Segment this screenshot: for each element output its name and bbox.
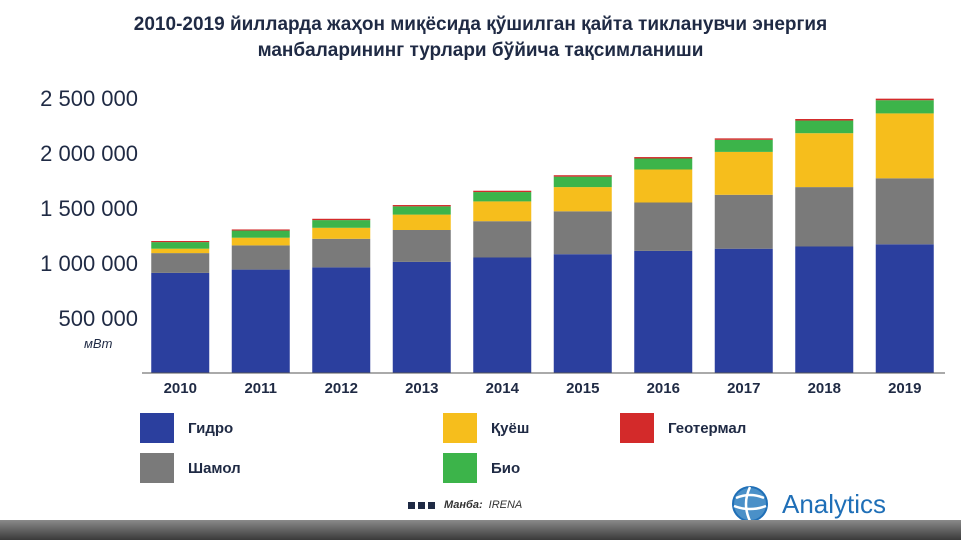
legend-item-solar: Қуёш — [443, 413, 529, 443]
bar-geothermal-2019 — [875, 98, 934, 101]
bar-bio-2017 — [714, 139, 773, 152]
bar-geothermal-2011 — [231, 229, 290, 231]
bar-bio-2011 — [231, 230, 290, 238]
y-tick-label: 1 000 000 — [40, 251, 138, 276]
bar-geothermal-2015 — [553, 175, 612, 177]
bar-solar-2012 — [312, 227, 371, 239]
x-tick-label: 2010 — [164, 380, 197, 397]
legend-label-bio: Био — [491, 459, 521, 477]
bar-wind-2011 — [231, 245, 290, 270]
square-icon — [408, 501, 415, 509]
x-tick-label: 2018 — [808, 380, 841, 397]
stacked-bar-chart: 500 000 1 000 000 1 500 000 2 000 000 2 500 … — [40, 86, 945, 397]
legend-swatch-solar — [443, 413, 477, 443]
x-tick-label: 2011 — [244, 380, 277, 397]
legend-label-geothermal: Геотермал — [668, 419, 747, 437]
bar-solar-2014 — [473, 201, 532, 222]
bar-bio-2015 — [553, 176, 612, 188]
bar-geothermal-2018 — [795, 119, 854, 121]
x-tick-label: 2017 — [727, 380, 760, 397]
square-icon — [418, 501, 425, 509]
bar-hydro-2015 — [553, 254, 612, 373]
bar-hydro-2010 — [151, 272, 210, 373]
bar-wind-2016 — [634, 202, 693, 251]
bar-geothermal-2012 — [312, 218, 371, 221]
bar-geothermal-2013 — [392, 205, 451, 207]
x-tick-label: 2015 — [566, 380, 599, 397]
bar-geothermal-2016 — [634, 157, 693, 159]
legend-label-solar: Қуёш — [491, 419, 530, 437]
y-axis-unit-label: мВт — [84, 336, 113, 351]
bar-bio-2019 — [875, 100, 934, 114]
bar-bio-2014 — [473, 192, 532, 202]
bar-wind-2015 — [553, 211, 612, 255]
bar-solar-2017 — [714, 151, 773, 195]
bar-hydro-2019 — [875, 244, 934, 373]
bar-hydro-2013 — [392, 261, 451, 373]
bar-hydro-2016 — [634, 250, 693, 373]
bar-solar-2010 — [151, 248, 210, 254]
x-tick-label: 2016 — [647, 380, 680, 397]
bar-solar-2011 — [231, 237, 290, 246]
chart-title-line-1: 2010-2019 йилларда жаҳон миқёсида қўшилг… — [133, 14, 828, 35]
source-value: IRENA — [488, 499, 523, 511]
logo-text: Analytics — [782, 488, 887, 519]
bar-solar-2019 — [875, 113, 934, 179]
legend-swatch-hydro — [140, 413, 174, 443]
bar-hydro-2012 — [312, 267, 371, 373]
legend-item-hydro: Гидро — [140, 413, 233, 443]
chart-title-line-2: манбаларининг турлари бўйича тақсимланиш… — [257, 40, 704, 61]
bar-wind-2017 — [714, 194, 773, 249]
bar-hydro-2017 — [714, 248, 773, 373]
bar-wind-2014 — [473, 221, 532, 258]
bar-hydro-2018 — [795, 246, 854, 373]
x-tick-label: 2019 — [888, 380, 921, 397]
bar-hydro-2014 — [473, 257, 532, 373]
y-tick-label: 1 500 000 — [40, 196, 138, 221]
bar-solar-2015 — [553, 187, 612, 212]
bar-hydro-2011 — [231, 269, 290, 373]
y-tick-label: 2 500 000 — [40, 86, 138, 111]
legend-label-hydro: Гидро — [188, 419, 234, 437]
globe-icon — [732, 486, 768, 522]
bar-geothermal-2010 — [151, 241, 210, 243]
bar-wind-2013 — [392, 230, 451, 262]
bottom-bar — [0, 520, 961, 540]
bar-bio-2012 — [312, 220, 371, 228]
bar-wind-2012 — [312, 238, 371, 268]
bar-geothermal-2017 — [714, 138, 773, 140]
bar-bio-2016 — [634, 158, 693, 170]
bar-geothermal-2014 — [473, 190, 532, 193]
bar-wind-2019 — [875, 178, 934, 245]
legend-swatch-wind — [140, 453, 174, 483]
bar-bio-2018 — [795, 120, 854, 134]
bar-bio-2010 — [151, 242, 210, 249]
legend-label-wind: Шамол — [188, 459, 241, 477]
bar-wind-2018 — [795, 187, 854, 247]
x-tick-label: 2013 — [405, 380, 438, 397]
legend-swatch-bio — [443, 453, 477, 483]
brand-logo: Analytics — [728, 484, 886, 524]
bar-solar-2013 — [392, 214, 451, 230]
legend-item-bio: Био — [443, 453, 520, 483]
bar-solar-2016 — [634, 169, 693, 203]
y-tick-label: 500 000 — [58, 306, 138, 331]
x-tick-label: 2012 — [325, 380, 358, 397]
source-note: Манба: IRENA — [408, 499, 522, 511]
legend-swatch-geothermal — [620, 413, 654, 443]
legend-item-wind: Шамол — [140, 453, 241, 483]
legend-item-geothermal: Геотермал — [620, 413, 746, 443]
bar-bio-2013 — [392, 206, 451, 215]
square-icon — [428, 501, 435, 509]
bar-solar-2018 — [795, 133, 854, 188]
y-tick-label: 2 000 000 — [40, 141, 138, 166]
x-tick-label: 2014 — [486, 380, 520, 397]
source-label: Манба: — [444, 499, 483, 511]
bar-wind-2010 — [151, 253, 210, 273]
